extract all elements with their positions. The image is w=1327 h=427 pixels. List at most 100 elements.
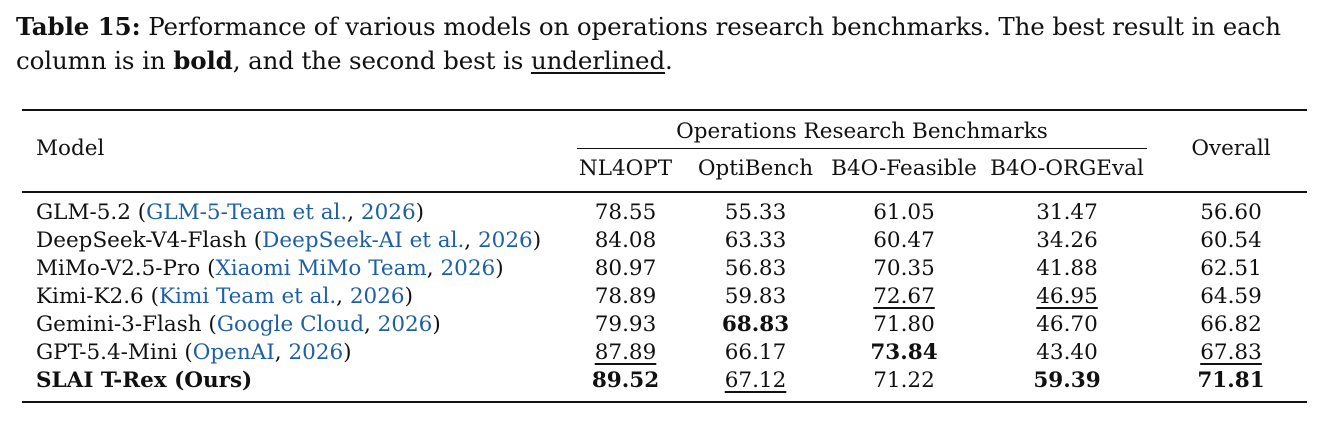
citation-author-link[interactable]: GLM-5-Team et al. [146,200,347,225]
caption-label: Table 15: [16,12,141,41]
model-name-cell: DeepSeek-V4-Flash (DeepSeek-AI et al., 2… [22,227,569,255]
model-column-header: Model [22,111,569,185]
citation-punctuation: ) [416,200,424,225]
score-cell: 84.08 [569,227,682,255]
score-value: 59.83 [725,284,787,309]
score-cell: 87.89 [569,339,682,367]
citation-author-link[interactable]: Xiaomi MiMo Team [215,256,426,281]
score-cell: 78.89 [569,283,682,311]
score-value: 73.84 [870,340,937,365]
citation-punctuation: ( [202,312,217,337]
citation-punctuation: , [464,228,478,253]
score-cell: 46.95 [979,283,1155,311]
citation-punctuation: ) [343,340,351,365]
score-cell: 79.93 [569,311,682,339]
score-cell: 71.81 [1155,367,1307,395]
model-name-cell: GLM-5.2 (GLM-5-Team et al., 2026) [22,193,569,227]
score-value: 46.95 [1036,284,1098,309]
score-value: 89.52 [592,368,659,393]
score-value: 70.35 [873,256,935,281]
score-value: 66.82 [1200,312,1262,337]
score-value: 56.83 [725,256,787,281]
table-row: GLM-5.2 (GLM-5-Team et al., 2026) 78.55 55… [22,193,1307,227]
score-value: 31.47 [1036,200,1098,225]
citation-author-link[interactable]: OpenAI [193,340,275,365]
citation-punctuation: ) [533,228,541,253]
table-row: Kimi-K2.6 (Kimi Team et al., 2026) 78.89 5… [22,283,1307,311]
column-header-b4o-orgeval: B4O-ORGEval [979,151,1155,185]
column-header-b4o-feasible: B4O-Feasible [829,151,979,185]
score-value: 79.93 [595,312,657,337]
citation-punctuation: , [336,284,350,309]
score-cell: 70.35 [829,255,979,283]
score-value: 78.55 [595,200,657,225]
score-cell: 64.59 [1155,283,1307,311]
score-cell: 62.51 [1155,255,1307,283]
model-name: Kimi-K2.6 [36,284,144,309]
model-name: GPT-5.4-Mini [36,340,178,365]
score-value: 78.89 [595,284,657,309]
score-cell: 41.88 [979,255,1155,283]
score-cell: 34.26 [979,227,1155,255]
score-cell: 73.84 [829,339,979,367]
score-value: 80.97 [595,256,657,281]
column-header-nl4opt: NL4OPT [569,151,682,185]
caption-underlined-word: underlined [531,46,665,75]
score-value: 41.88 [1036,256,1098,281]
bottom-rule [22,401,1307,403]
citation-year-link[interactable]: 2026 [288,340,343,365]
score-cell: 43.40 [979,339,1155,367]
score-cell: 60.47 [829,227,979,255]
model-name-cell: SLAI T-Rex (Ours) [22,367,569,395]
score-cell: 71.80 [829,311,979,339]
score-value: 60.54 [1200,228,1262,253]
citation-punctuation: ( [131,200,146,225]
overall-column-header: Overall [1155,111,1307,185]
citation-year-link[interactable]: 2026 [350,284,405,309]
score-value: 64.59 [1200,284,1262,309]
score-cell: 31.47 [979,193,1155,227]
score-cell: 59.83 [682,283,829,311]
citation-year-link[interactable]: 2026 [440,256,495,281]
score-value: 62.51 [1200,256,1262,281]
score-cell: 46.70 [979,311,1155,339]
score-cell: 56.83 [682,255,829,283]
score-cell: 56.60 [1155,193,1307,227]
results-table: Model Operations Research Benchmarks Ove… [22,109,1307,403]
caption-text-2: , and the second best is [233,46,531,75]
score-value: 71.81 [1197,368,1264,393]
score-value: 34.26 [1036,228,1098,253]
model-name: GLM-5.2 [36,200,131,225]
score-value: 71.80 [873,312,935,337]
score-value: 84.08 [595,228,657,253]
table-row: DeepSeek-V4-Flash (DeepSeek-AI et al., 2… [22,227,1307,255]
score-value: 55.33 [725,200,787,225]
score-value: 60.47 [873,228,935,253]
score-cell: 59.39 [979,367,1155,395]
table-row: GPT-5.4-Mini (OpenAI, 2026) 87.89 66.17 73.… [22,339,1307,367]
caption-bold-word: bold [173,46,233,75]
score-value: 66.17 [725,340,787,365]
score-value: 63.33 [725,228,787,253]
citation-year-link[interactable]: 2026 [361,200,416,225]
table-row: MiMo-V2.5-Pro (Xiaomi MiMo Team, 2026) 80… [22,255,1307,283]
score-value: 59.39 [1033,368,1100,393]
citation-author-link[interactable]: DeepSeek-AI et al. [262,228,464,253]
score-value: 56.60 [1200,200,1262,225]
model-name: SLAI T-Rex (Ours) [36,368,252,393]
score-cell: 66.82 [1155,311,1307,339]
citation-author-link[interactable]: Kimi Team et al. [159,284,336,309]
citation-punctuation: ( [200,256,215,281]
citation-year-link[interactable]: 2026 [378,312,433,337]
score-value: 43.40 [1036,340,1098,365]
model-name-cell: MiMo-V2.5-Pro (Xiaomi MiMo Team, 2026) [22,255,569,283]
score-value: 67.83 [1200,340,1262,365]
score-value: 46.70 [1036,312,1098,337]
citation-author-link[interactable]: Google Cloud [217,312,364,337]
score-cell: 55.33 [682,193,829,227]
citation-punctuation: ) [432,312,440,337]
citation-year-link[interactable]: 2026 [478,228,533,253]
citation-punctuation: , [427,256,441,281]
model-name-cell: Kimi-K2.6 (Kimi Team et al., 2026) [22,283,569,311]
score-cell: 60.54 [1155,227,1307,255]
